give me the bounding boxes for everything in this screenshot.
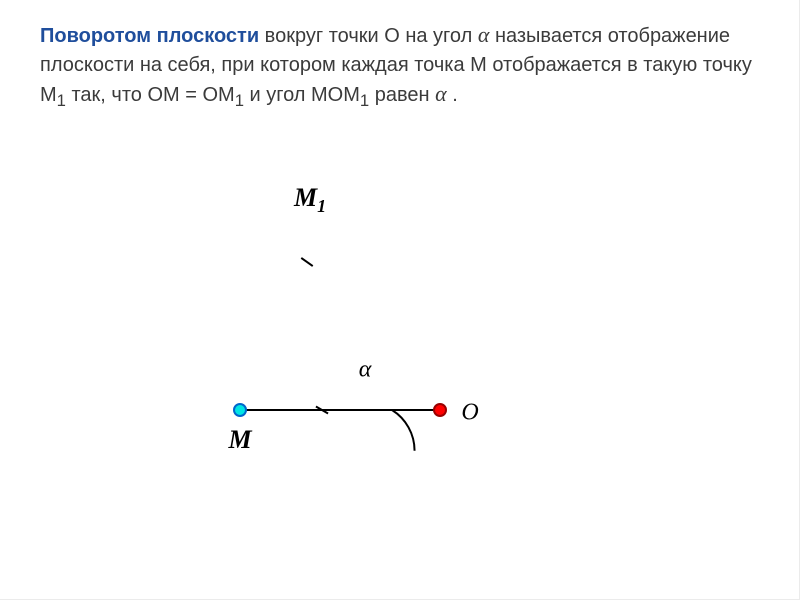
- angle-arc: [0, 150, 800, 600]
- sub-1: 1: [57, 91, 66, 110]
- text-part5: равен: [369, 84, 435, 106]
- rotation-diagram: М М1 О α: [0, 150, 800, 600]
- text-part3: так, что ОМ = ОМ: [66, 84, 235, 106]
- label-o: О: [461, 400, 478, 427]
- label-alpha: α: [359, 357, 372, 384]
- label-m1: М1: [294, 183, 326, 217]
- sub-2: 1: [235, 91, 244, 110]
- text-part4: и угол МОМ: [244, 84, 360, 106]
- point-m: [233, 403, 247, 417]
- alpha-symbol-2: α: [435, 81, 447, 106]
- definition-text: Поворотом плоскости вокруг точки О на уг…: [40, 20, 760, 112]
- text-part6: .: [447, 84, 458, 106]
- text-part1: вокруг точки О на угол: [259, 25, 478, 47]
- term: Поворотом плоскости: [40, 25, 259, 47]
- sub-3: 1: [360, 91, 369, 110]
- label-m: М: [228, 425, 251, 455]
- alpha-symbol-1: α: [478, 22, 490, 47]
- point-o: [433, 403, 447, 417]
